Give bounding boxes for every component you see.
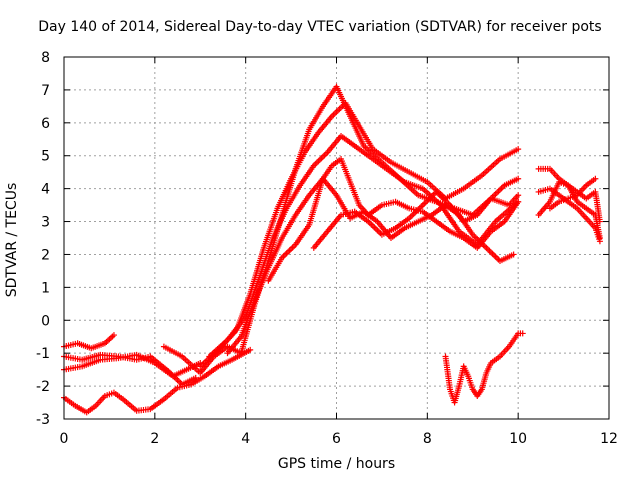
x-tick-label: 8 bbox=[423, 431, 432, 447]
data-point bbox=[592, 175, 599, 182]
y-tick-label: 8 bbox=[41, 50, 50, 66]
x-tick-label: 4 bbox=[241, 431, 250, 447]
y-tick-label: 5 bbox=[41, 149, 50, 165]
y-tick-label: 0 bbox=[41, 313, 50, 329]
data-point bbox=[110, 332, 117, 339]
data-point bbox=[515, 146, 522, 153]
y-tick-label: 1 bbox=[41, 280, 50, 296]
x-tick-label: 0 bbox=[60, 431, 69, 447]
chart-title: Day 140 of 2014, Sidereal Day-to-day VTE… bbox=[38, 19, 602, 35]
data-point bbox=[510, 251, 517, 258]
y-axis-label: SDTVAR / TECUs bbox=[4, 182, 20, 298]
x-tick-label: 2 bbox=[150, 431, 159, 447]
x-tick-label: 12 bbox=[600, 431, 618, 447]
y-tick-label: -1 bbox=[36, 346, 50, 362]
y-tick-label: 3 bbox=[41, 215, 50, 231]
y-tick-label: 2 bbox=[41, 247, 50, 263]
data-point bbox=[515, 175, 522, 182]
y-tick-label: 4 bbox=[41, 182, 50, 198]
x-axis-label: GPS time / hours bbox=[277, 456, 396, 472]
data-point bbox=[519, 330, 526, 337]
y-tick-label: -2 bbox=[36, 379, 50, 395]
x-tick-label: 10 bbox=[509, 431, 527, 447]
data-point bbox=[247, 346, 254, 353]
data-point bbox=[515, 192, 522, 199]
data-point bbox=[596, 238, 603, 245]
data-point bbox=[192, 374, 199, 381]
x-tick-label: 6 bbox=[332, 431, 341, 447]
y-tick-label: 7 bbox=[41, 83, 50, 99]
y-tick-label: -3 bbox=[36, 412, 50, 428]
data-point bbox=[515, 198, 522, 205]
y-tick-label: 6 bbox=[41, 116, 50, 132]
